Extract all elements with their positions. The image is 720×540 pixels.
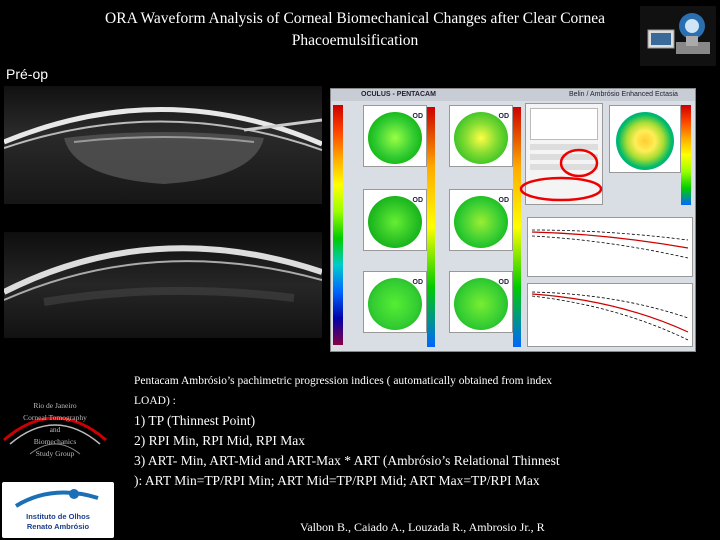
title-line-1: ORA Waveform Analysis of Corneal Biomech… [105, 10, 605, 27]
scale-bar-middle [427, 107, 435, 347]
color-scale-bar [333, 105, 343, 345]
od-label: OD [498, 113, 510, 120]
od-label: OD [412, 279, 424, 286]
label-preop: Pré-op [6, 66, 49, 82]
study-group-logo: Rio de Janeiro Corneal Tomography and Bi… [0, 394, 110, 474]
logo2-line-1: Instituto de Olhos [26, 512, 90, 521]
percentage-thickness-increase-graph [527, 283, 693, 347]
scale-bar-right [513, 107, 521, 347]
logo2-line-2: Renato Ambrósio [26, 522, 90, 531]
eye-swoosh-icon [14, 489, 99, 508]
scheimpflug-image-preop [4, 86, 322, 204]
pentacam-brand: OCULUS - PENTACAM [361, 91, 436, 98]
logo1-line-1: Rio de Janeiro [33, 401, 77, 410]
corneal-thickness-graph [527, 217, 693, 277]
institute-logo: Instituto de Olhos Renato Ambrósio [2, 482, 114, 538]
pentacam-display-name: Belin / Ambrósio Enhanced Ectasia [569, 91, 678, 98]
logo1-line-5: Study Group [35, 449, 75, 458]
scheimpflug-image-d1 [4, 232, 322, 338]
pentacam-screenshot: OCULUS - PENTACAM Belin / Ambrósio Enhan… [330, 88, 696, 352]
od-label: OD [412, 113, 424, 120]
od-label: OD [412, 197, 424, 204]
logo1-line-4: Biomechanics [33, 437, 77, 446]
info-line-1: Pentacam Ambrósio’s pachimetric progress… [134, 375, 553, 387]
logo1-line-3: and [49, 425, 61, 434]
title-line-2: Phacoemulsification [291, 32, 419, 49]
elevation-map-front: OD [363, 105, 427, 167]
info-item-2: 2) RPI Min, RPI Mid, RPI Max [134, 433, 306, 448]
slide-title: ORA Waveform Analysis of Corneal Biomech… [40, 8, 670, 52]
elevation-map-back-bfs: OD [449, 189, 513, 251]
info-item-3: 3) ART- Min, ART-Mid and ART-Max * ART (… [134, 453, 560, 468]
od-label: OD [498, 279, 510, 286]
info-line-2: LOAD) : [134, 395, 176, 407]
logo1-line-2: Corneal Tomography [23, 413, 87, 422]
ora-device-image [640, 6, 716, 66]
pachymetry-scale [681, 105, 691, 205]
indices-description: Pentacam Ambrósio’s pachimetric progress… [134, 371, 694, 491]
info-item-1: 1) TP (Thinnest Point) [134, 413, 256, 428]
pachymetry-map [609, 105, 681, 173]
info-item-4: ): ART Min=TP/RPI Min; ART Mid=TP/RPI Mi… [134, 473, 540, 488]
pentacam-titlebar: OCULUS - PENTACAM Belin / Ambrósio Enhan… [331, 89, 695, 101]
highlight-circles [519, 148, 603, 202]
difference-map-back: OD [449, 271, 513, 333]
elevation-map-front-bfs: OD [363, 189, 427, 251]
difference-map-front: OD [363, 271, 427, 333]
elevation-map-back: OD [449, 105, 513, 167]
od-label: OD [498, 197, 510, 204]
authors: Valbon B., Caiado A., Louzada R., Ambros… [300, 520, 545, 534]
